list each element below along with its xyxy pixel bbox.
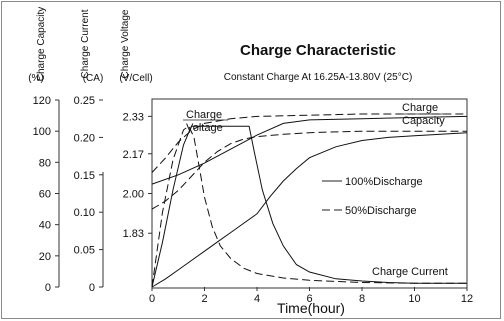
x-tick-label: 4 [254,293,260,305]
y-tick-label: 0.25 [74,95,95,107]
y-tick-label: 0 [89,282,95,294]
voltage-100-curve [151,115,468,185]
y-tick-label: 60 [39,189,51,201]
tick-layer: 02040608010012000.050.100.150.200.251.83… [33,95,473,305]
y-tick-label: 0.05 [74,245,95,257]
y-tick-label: 80 [39,157,51,169]
y-tick-label: 40 [39,220,51,232]
axis-name-voltage: Charge Voltage [120,9,131,78]
annotation-capacity-line2: Capacity [402,115,445,127]
y-tick-label: 2.17 [123,149,144,161]
axis-name-capacity: Charge Capacity [36,7,47,81]
y-tick-label: 120 [33,95,51,107]
voltage-50-curve [151,113,467,173]
chart-subtitle: Constant Charge At 16.25A-13.80V (25°C) [224,72,413,83]
x-tick-label: 12 [461,293,473,305]
x-axis-label: Time(hour) [277,300,345,316]
y-tick-label: 0.15 [74,170,95,182]
y-tick-label: 0.10 [74,207,95,219]
y-tick-label: 2.33 [123,111,144,123]
x-tick-label: 10 [408,293,420,305]
x-tick-label: 2 [201,293,207,305]
annotation-capacity-line1: Charge [402,102,438,114]
x-tick-label: 6 [306,293,312,305]
annotation-voltage-line1: Charge [186,109,222,121]
y-tick-label: 0 [45,282,51,294]
y-tick-label: 1.83 [123,228,144,240]
capacity-50-curve [151,130,467,210]
axis-name-current: Charge Current [80,9,91,78]
y-tick-label: 0.20 [74,132,95,144]
capacity-100-curve [151,132,468,288]
legend-label-100: 100%Discharge [345,176,423,188]
legend-label-50: 50%Discharge [345,205,417,217]
annotation-current: Charge Current [372,266,448,278]
axis-unit-capacity: (%) [28,73,44,84]
curve-layer [151,113,468,288]
x-tick-label: 8 [359,293,365,305]
current-100-curve [151,125,467,288]
chart-title: Charge Characteristic [240,42,396,59]
y-tick-label: 20 [39,251,51,263]
y-tick-label: 100 [33,126,51,138]
current-50-curve [151,125,467,288]
annotation-voltage-line2: Voltage [186,122,223,134]
x-tick-label: 0 [149,293,155,305]
y-tick-label: 2.00 [123,189,144,201]
axis-unit-current: (CA) [83,73,104,84]
axis-unit-voltage: (V/Cell) [119,73,152,84]
